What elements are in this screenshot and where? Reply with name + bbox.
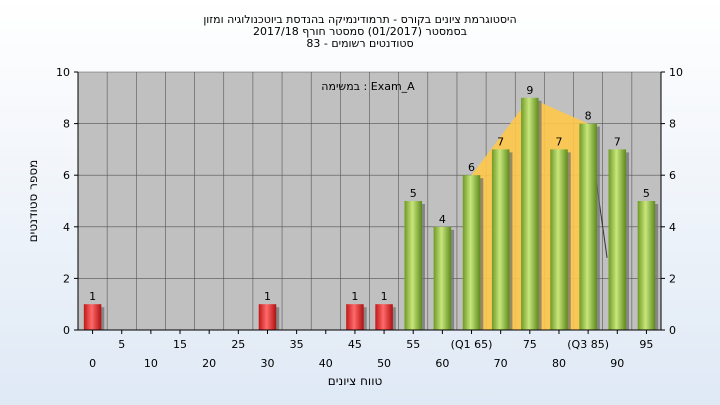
- data-label: 9: [526, 84, 533, 97]
- bars-group: [83, 97, 659, 330]
- bar: [491, 149, 510, 330]
- bar: [637, 201, 656, 330]
- bar: [83, 304, 102, 330]
- y-tick-label-right: 8: [669, 118, 676, 131]
- x-tick-label: 15: [173, 338, 187, 351]
- bar: [579, 123, 597, 330]
- data-label: 1: [381, 290, 388, 303]
- y-tick-label-left: 2: [63, 272, 70, 285]
- data-label: 4: [439, 213, 446, 226]
- x-tick-label: 90: [610, 357, 624, 370]
- x-tick-label: 35: [290, 338, 304, 351]
- x-tick-label: (Q3 85): [567, 338, 609, 351]
- x-tick-label: 20: [202, 357, 216, 370]
- data-label: 1: [351, 290, 358, 303]
- x-tick-label: 5: [118, 338, 125, 351]
- y-tick-label-right: 6: [669, 169, 676, 182]
- bar: [404, 201, 422, 330]
- x-tick-label: 25: [231, 338, 245, 351]
- x-axis-label: טווח ציונים: [328, 374, 383, 388]
- y-axis-label: מספר סטודנטים: [26, 160, 40, 243]
- data-label: 1: [89, 290, 96, 303]
- bar: [462, 175, 481, 330]
- y-tick-label-left: 0: [63, 324, 70, 337]
- data-label: 7: [555, 135, 562, 148]
- y-tick-label-right: 4: [669, 221, 676, 234]
- data-label: 8: [585, 110, 592, 123]
- bar: [608, 149, 627, 330]
- annotation: במשימה : Exam_A: [321, 80, 415, 93]
- x-tick-label: 70: [494, 357, 508, 370]
- x-tick-label: 80: [552, 357, 566, 370]
- data-labels-group: 1 1 1 1 5 4 6 7 9 7 8 7 5: [89, 84, 650, 303]
- x-tick-label: 30: [260, 357, 274, 370]
- data-label: 6: [468, 161, 475, 174]
- x-tick-label: 60: [435, 357, 449, 370]
- chart-title-line-3: סטודנטים רשומים - 83: [306, 37, 414, 50]
- bar: [550, 149, 568, 330]
- x-tick-label: 10: [144, 357, 158, 370]
- bar: [433, 226, 452, 330]
- data-label: 5: [643, 187, 650, 200]
- x-tick-label: 45: [348, 338, 362, 351]
- y-tick-label-right: 10: [669, 66, 683, 79]
- x-tick-label: (Q1 65): [451, 338, 493, 351]
- bar: [346, 304, 364, 330]
- data-label: 7: [497, 135, 504, 148]
- x-tick-label: 95: [639, 338, 653, 351]
- bar: [375, 304, 393, 330]
- data-label: 1: [264, 290, 271, 303]
- data-label: 5: [410, 187, 417, 200]
- y-tick-label-left: 6: [63, 169, 70, 182]
- x-tick-label: 0: [89, 357, 96, 370]
- x-tick-label: 50: [377, 357, 391, 370]
- y-tick-label-left: 10: [56, 66, 70, 79]
- chart-title-line-1: היסטוגרמת ציונים בקורס - תרמודינמיקה בהנ…: [203, 13, 517, 26]
- x-tick-label: 55: [406, 338, 420, 351]
- y-tick-label-left: 8: [63, 118, 70, 131]
- bar: [258, 304, 277, 330]
- y-tick-label-left: 4: [63, 221, 70, 234]
- data-label: 7: [614, 135, 621, 148]
- x-tick-label: 75: [523, 338, 537, 351]
- y-tick-label-right: 0: [669, 324, 676, 337]
- chart-title-line-2: בסמסטר (01/2017) סמסטר חורף 2017/18: [253, 25, 467, 38]
- x-tick-label: 40: [319, 357, 333, 370]
- axes-group: 0 02 24 46 68 810 10051015202530354045505560(Q…: [56, 66, 683, 370]
- y-tick-label-right: 2: [669, 272, 676, 285]
- bar: [521, 97, 539, 330]
